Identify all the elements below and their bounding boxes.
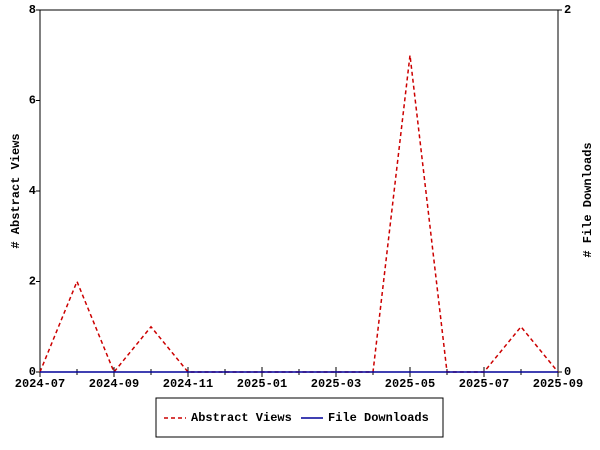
y-tick-label: 8 <box>29 3 36 17</box>
x-tick-label: 2025-09 <box>533 377 583 391</box>
plot-frame <box>39 9 559 373</box>
x-tick-label: 2025-03 <box>311 377 361 391</box>
y-axis-label: # Abstract Views <box>9 133 23 248</box>
y-tick-label: 0 <box>29 365 36 379</box>
y2-tick-label: 0 <box>564 365 571 379</box>
x-tick-label: 2024-09 <box>89 377 139 391</box>
y-tick-label: 6 <box>29 94 36 108</box>
x-tick-label: 2024-07 <box>15 377 65 391</box>
y-tick-label: 4 <box>29 184 36 198</box>
x-tick-label: 2025-07 <box>459 377 509 391</box>
x-tick-label: 2024-11 <box>163 377 213 391</box>
series-line <box>39 55 559 374</box>
legend-label: File Downloads <box>328 411 429 425</box>
y2-axis-label: # File Downloads <box>581 142 595 257</box>
x-tick-label: 2025-01 <box>237 377 287 391</box>
legend-box <box>155 397 444 438</box>
y2-tick-label: 2 <box>564 3 571 17</box>
x-tick-label: 2025-05 <box>385 377 435 391</box>
y-tick-label: 2 <box>29 275 36 289</box>
legend-label: Abstract Views <box>191 411 292 425</box>
